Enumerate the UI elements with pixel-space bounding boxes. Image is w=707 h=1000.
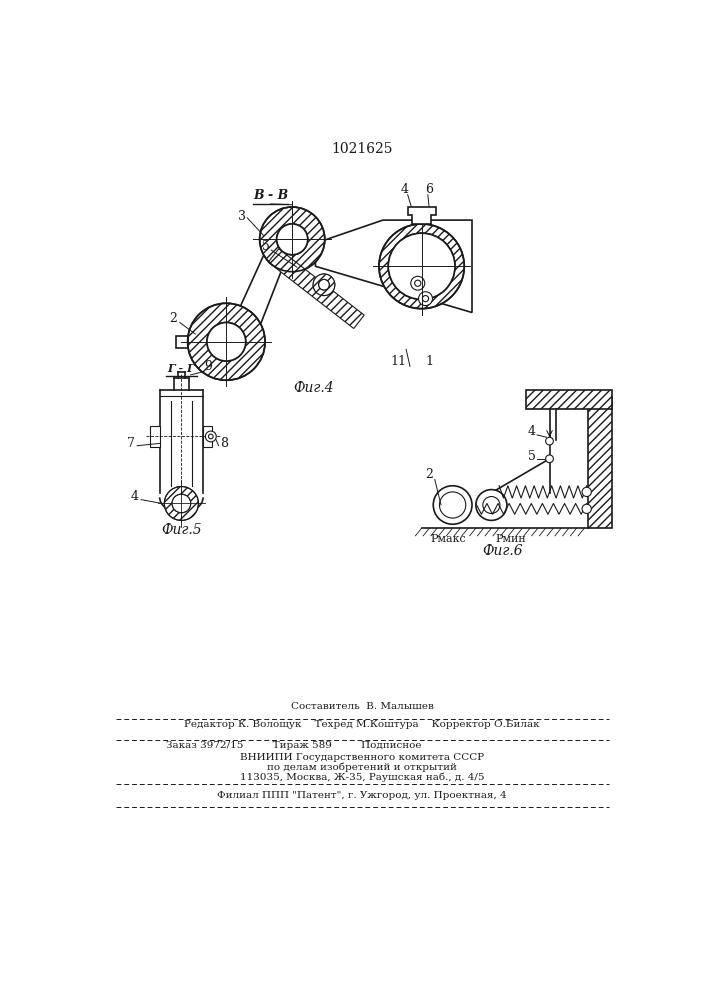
Text: В - В: В - В [253,189,288,202]
Wedge shape [187,303,265,380]
Bar [203,426,212,447]
Bar [151,426,160,447]
Text: 8: 8 [220,437,228,450]
Text: 1: 1 [426,355,433,368]
Circle shape [172,494,191,513]
Text: ВНИИПИ Государственного комитета СССР: ВНИИПИ Государственного комитета СССР [240,753,484,762]
Text: 11: 11 [390,355,406,368]
Text: 6: 6 [426,183,433,196]
Circle shape [209,434,213,439]
Text: 4: 4 [527,425,535,438]
Text: 5: 5 [262,240,270,253]
Circle shape [546,455,554,463]
Text: Рмин: Рмин [496,534,526,544]
Polygon shape [408,207,436,224]
Text: Фиг.6: Фиг.6 [483,544,523,558]
Circle shape [206,431,216,442]
Text: по делам изобретений и открытий: по делам изобретений и открытий [267,763,457,772]
Circle shape [207,323,246,361]
Circle shape [476,490,507,520]
Text: Фиг.5: Фиг.5 [161,523,201,537]
Circle shape [313,274,335,296]
Text: 5: 5 [527,450,535,463]
Circle shape [433,486,472,524]
Wedge shape [259,207,325,272]
Circle shape [546,437,554,445]
Circle shape [422,296,428,302]
Text: 4: 4 [131,490,139,503]
Circle shape [388,233,455,299]
Text: Рмакс: Рмакс [431,534,467,544]
Text: 3: 3 [238,210,246,223]
Polygon shape [315,220,472,312]
Wedge shape [164,487,199,520]
Text: Фиг.4: Фиг.4 [293,381,334,395]
Circle shape [411,276,425,290]
Text: 2: 2 [170,312,177,325]
Circle shape [483,497,500,513]
Text: 2: 2 [426,468,433,481]
Bar [176,336,187,348]
Text: 9: 9 [204,360,213,373]
Circle shape [419,292,433,306]
Text: 1021625: 1021625 [331,142,392,156]
Circle shape [414,280,421,286]
Text: Редактор К. Волощук    Техред М.Коштура    Корректор О.Билак: Редактор К. Волощук Техред М.Коштура Кор… [184,720,539,729]
Bar [526,389,612,409]
Circle shape [582,487,591,497]
Circle shape [440,492,466,518]
Circle shape [319,279,329,290]
Circle shape [582,504,591,513]
Text: 113035, Москва, Ж-35, Раушская наб., д. 4/5: 113035, Москва, Ж-35, Раушская наб., д. … [240,773,484,782]
Text: Филиал ППП "Патент", г. Ужгород, ул. Проектная, 4: Филиал ППП "Патент", г. Ужгород, ул. Про… [217,791,507,800]
Bar [588,397,612,528]
Text: Г - Г: Г - Г [168,363,195,374]
Text: Составитель  В. Малышев: Составитель В. Малышев [291,702,433,711]
Text: 7: 7 [127,437,135,450]
Circle shape [276,224,308,255]
Wedge shape [313,274,335,296]
Polygon shape [218,223,300,354]
Text: Заказ 3972/15         Тираж 589         Подписное: Заказ 3972/15 Тираж 589 Подписное [166,741,421,750]
Polygon shape [268,249,364,328]
Text: 4: 4 [401,183,409,196]
Wedge shape [379,224,464,309]
